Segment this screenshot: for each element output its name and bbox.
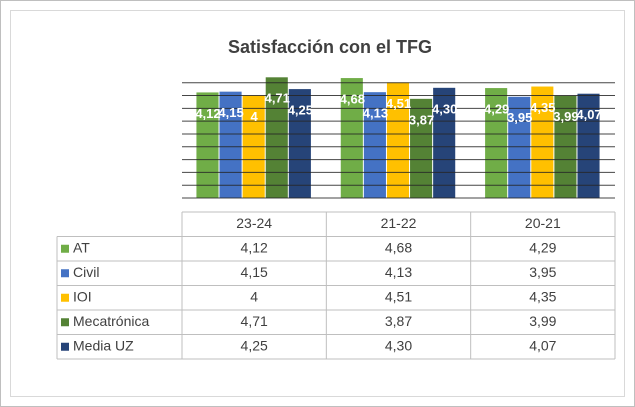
data-label: 4,13 bbox=[363, 106, 388, 121]
bar bbox=[196, 92, 219, 198]
data-label: 4,29 bbox=[484, 102, 509, 117]
bar bbox=[410, 98, 433, 198]
bar bbox=[363, 92, 386, 198]
bar bbox=[265, 77, 288, 198]
data-label: 4,25 bbox=[288, 103, 313, 118]
table-cell: 3,99 bbox=[529, 313, 556, 329]
table-cell: 3,87 bbox=[385, 313, 412, 329]
table-cell: 3,95 bbox=[529, 264, 556, 280]
table-cell: 4,68 bbox=[385, 239, 412, 255]
data-label: 3,95 bbox=[507, 110, 532, 125]
legend-label: Media UZ bbox=[73, 337, 134, 353]
data-label: 4,35 bbox=[530, 100, 555, 115]
data-label: 4,07 bbox=[576, 107, 601, 122]
legend-swatch bbox=[61, 244, 69, 253]
data-label: 4,51 bbox=[386, 96, 411, 111]
table-cell: 4,07 bbox=[529, 337, 556, 353]
bar bbox=[531, 86, 554, 198]
legend-label: AT bbox=[73, 239, 90, 255]
table-cell: 4,30 bbox=[385, 337, 412, 353]
data-label: 4,30 bbox=[432, 101, 457, 116]
bar bbox=[386, 82, 410, 198]
data-label: 4,15 bbox=[218, 105, 243, 120]
bar bbox=[219, 91, 242, 198]
table-cell: 4,29 bbox=[529, 239, 556, 255]
data-label: 4,68 bbox=[340, 92, 365, 107]
chart-title: Satisfacción con el TFG bbox=[228, 37, 432, 57]
bar bbox=[485, 88, 508, 198]
x-tick-label: 23-24 bbox=[236, 215, 272, 231]
x-tick-label: 20-21 bbox=[525, 215, 561, 231]
legend-swatch bbox=[61, 318, 69, 327]
legend-label: IOI bbox=[73, 288, 92, 304]
legend-label: Mecatrónica bbox=[73, 313, 149, 329]
data-label: 3,87 bbox=[409, 112, 434, 127]
table-cell: 4,51 bbox=[385, 288, 412, 304]
data-label: 4,71 bbox=[265, 91, 290, 106]
table-cell: 4,71 bbox=[241, 313, 268, 329]
table-cell: 4,13 bbox=[385, 264, 412, 280]
legend-swatch bbox=[61, 269, 69, 278]
legend-swatch bbox=[61, 293, 69, 302]
x-tick-label: 21-22 bbox=[381, 215, 417, 231]
data-label: 4,12 bbox=[195, 106, 220, 121]
legend-swatch bbox=[61, 342, 69, 351]
table-cell: 4,12 bbox=[241, 239, 268, 255]
table-cell: 4,35 bbox=[529, 288, 556, 304]
chart-area bbox=[10, 10, 625, 397]
data-label: 4 bbox=[251, 109, 259, 124]
table-cell: 4,25 bbox=[241, 337, 268, 353]
legend-label: Civil bbox=[73, 264, 99, 280]
table-cell: 4 bbox=[250, 288, 258, 304]
table-cell: 4,15 bbox=[241, 264, 268, 280]
data-label: 3,99 bbox=[553, 109, 578, 124]
bar bbox=[288, 89, 311, 198]
bar bbox=[433, 87, 456, 198]
